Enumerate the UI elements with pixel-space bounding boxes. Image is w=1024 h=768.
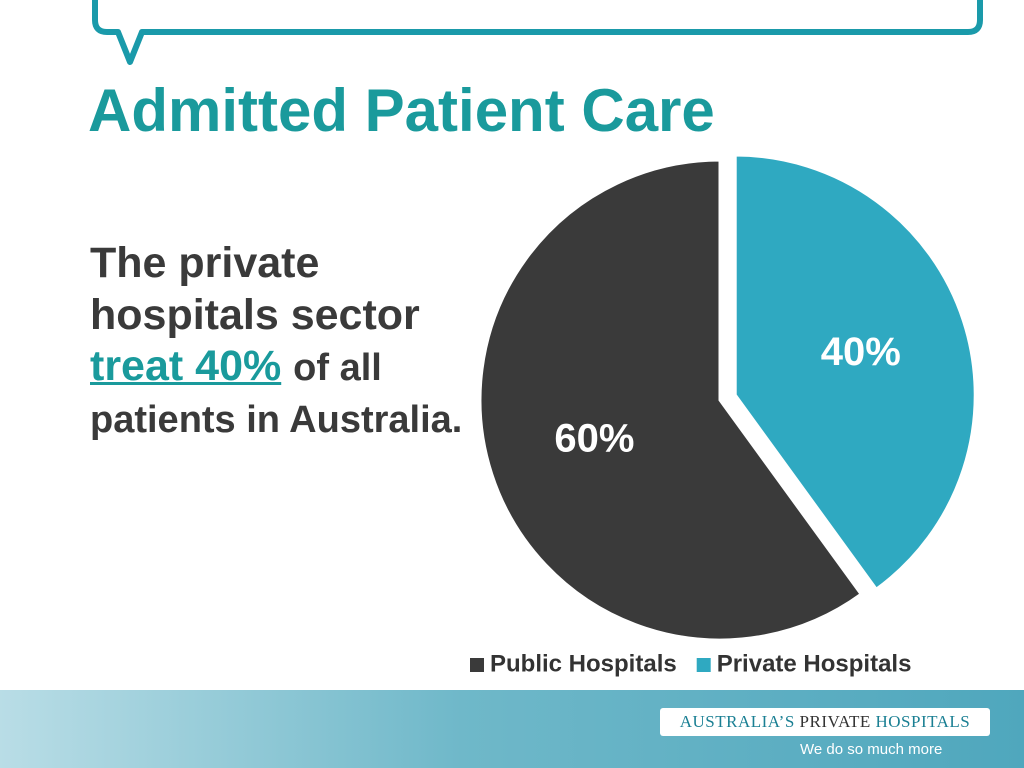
- logo-part: HOSPITALS: [875, 712, 971, 731]
- legend-label: Private Hospitals: [717, 650, 912, 677]
- body-highlight: treat 40%: [90, 342, 282, 391]
- body-part: of all patients in Australia.: [90, 347, 463, 441]
- value-label: 40%: [821, 330, 901, 374]
- value-label: 60%: [554, 416, 634, 460]
- pie-slice: [733, 153, 977, 592]
- logo-part: AUSTRALIA’S: [679, 712, 795, 731]
- legend-swatch: [696, 658, 711, 672]
- body-part: The private hospitals sector: [90, 239, 420, 339]
- logo-part: PRIVATE: [799, 712, 871, 731]
- legend-label: Public Hospitals: [490, 650, 677, 677]
- tagline: We do so much more: [800, 741, 943, 758]
- speech-bubble: [92, 0, 983, 65]
- pie-slice: [478, 158, 864, 642]
- chart: 60% 40% Public Hospitals Private Hospitals: [470, 153, 977, 677]
- body-text: The private hospitals sector treat 40% o…: [90, 238, 490, 444]
- title: Admitted Patient Care: [88, 77, 715, 144]
- logo: AUSTRALIA’S PRIVATE HOSPITALS: [660, 708, 990, 736]
- legend-swatch: [470, 658, 484, 672]
